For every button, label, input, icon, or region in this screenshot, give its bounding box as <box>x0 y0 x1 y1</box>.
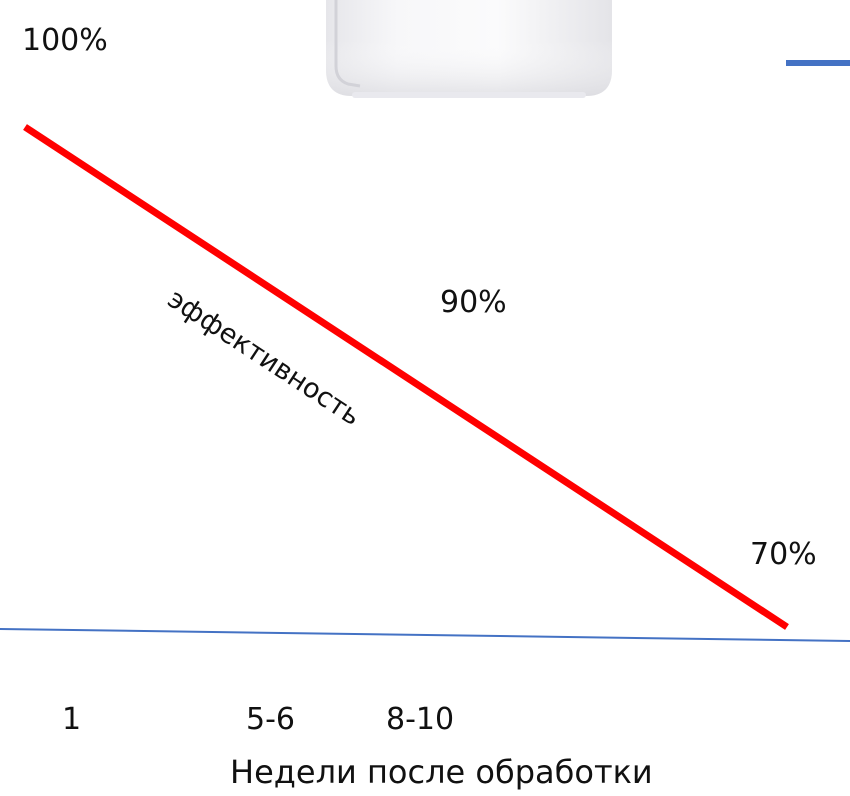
value-label-70: 70% <box>750 537 817 572</box>
x-axis-title: Недели после обработки <box>230 753 653 791</box>
value-label-90: 90% <box>440 285 507 320</box>
bottle-image <box>326 0 612 98</box>
value-label-100: 100% <box>22 23 108 58</box>
x-tick-label: 5-6 <box>246 702 295 737</box>
x-tick-label: 1 <box>62 702 82 737</box>
x-axis-line <box>0 628 850 642</box>
x-tick-label: 8-10 <box>386 702 455 737</box>
efficiency-line <box>23 124 789 630</box>
